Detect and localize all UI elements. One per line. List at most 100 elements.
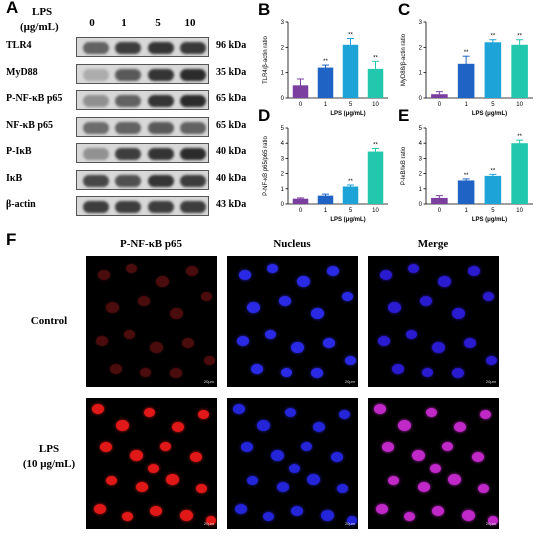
blot-band bbox=[115, 174, 141, 187]
blot-protein-label: P-NF-κB p65 bbox=[6, 93, 63, 104]
bar bbox=[431, 197, 448, 204]
cell-nucleus bbox=[233, 404, 245, 415]
blot-band bbox=[83, 201, 109, 213]
blot-band bbox=[148, 121, 174, 134]
blot-band bbox=[83, 148, 109, 160]
scale-bar-label: 20μm bbox=[344, 379, 355, 384]
blot-band bbox=[180, 201, 206, 213]
x-tick-label: 1 bbox=[324, 208, 328, 214]
cell-nucleus bbox=[291, 506, 303, 517]
cell-nucleus bbox=[130, 450, 143, 462]
cell-nucleus bbox=[347, 516, 357, 525]
cell-nucleus bbox=[313, 422, 325, 433]
cell-nucleus bbox=[337, 484, 348, 494]
cell-nucleus bbox=[257, 420, 270, 432]
cell-nucleus bbox=[235, 504, 247, 515]
blot-band bbox=[148, 201, 174, 213]
significance-label: ** bbox=[464, 173, 469, 179]
cell-nucleus bbox=[418, 482, 430, 493]
y-tick-label: 0 bbox=[281, 96, 285, 102]
cell-nucleus bbox=[182, 338, 194, 349]
cell-nucleus bbox=[110, 364, 122, 375]
y-tick-label: 1 bbox=[419, 187, 423, 193]
x-tick-label: 5 bbox=[491, 208, 495, 214]
col-title-pnfkb: P-NF-κB p65 bbox=[119, 238, 183, 250]
cell-nucleus bbox=[166, 474, 179, 486]
cell-nucleus bbox=[92, 404, 104, 415]
blot-band bbox=[115, 42, 141, 54]
chart-c-myd88: MyD88/β-actin ratio 0 1 2 3 0 ** 1 ** 5 ** 10 LPS (μ… bbox=[401, 20, 533, 117]
cell-nucleus bbox=[285, 408, 296, 418]
blot-kda-label: 43 kDa bbox=[216, 199, 247, 210]
cell-nucleus bbox=[442, 442, 453, 452]
blot-band bbox=[83, 121, 109, 134]
significance-label: ** bbox=[491, 34, 496, 40]
blot-band bbox=[115, 201, 141, 213]
image-lps-merge: 20μm bbox=[368, 398, 499, 529]
cell-nucleus bbox=[486, 356, 497, 366]
panel-label-b: B bbox=[258, 0, 271, 19]
cell-nucleus bbox=[323, 338, 335, 349]
cell-nucleus bbox=[297, 276, 310, 288]
blot-band bbox=[180, 95, 206, 107]
y-tick-label: 3 bbox=[419, 20, 423, 26]
blot-band bbox=[148, 95, 174, 107]
blot-strip bbox=[76, 169, 209, 190]
chart-e-pikb: P-IκB/IκB ratio 0 1 2 3 4 5 0 ** 1 ** 5 ** 10 LPS (μg/… bbox=[401, 126, 533, 223]
cell-nucleus bbox=[342, 292, 353, 302]
significance-label: ** bbox=[373, 143, 378, 149]
cell-nucleus bbox=[331, 452, 343, 463]
y-tick-label: 4 bbox=[281, 141, 285, 147]
blot-band bbox=[83, 174, 109, 187]
cell-nucleus bbox=[124, 330, 135, 340]
bar bbox=[367, 151, 384, 204]
cell-nucleus bbox=[106, 476, 117, 486]
x-tick-label: 5 bbox=[349, 102, 353, 108]
scale-bar-label: 20μm bbox=[344, 521, 355, 526]
blot-strip bbox=[76, 63, 209, 84]
y-tick-label: 1 bbox=[281, 71, 285, 77]
x-tick-label: 5 bbox=[349, 208, 353, 214]
cell-nucleus bbox=[98, 270, 110, 281]
cell-nucleus bbox=[291, 342, 304, 354]
cell-nucleus bbox=[422, 368, 433, 378]
cell-nucleus bbox=[204, 356, 215, 366]
blot-protein-label: MyD88 bbox=[6, 66, 38, 78]
conc-label-1: 1 bbox=[121, 17, 127, 29]
row-label-lps-dose: (10 μg/mL) bbox=[22, 458, 76, 470]
x-tick-label: 1 bbox=[464, 208, 468, 214]
cell-nucleus bbox=[392, 364, 404, 375]
blot-kda-label: 40 kDa bbox=[216, 172, 247, 184]
blot-band bbox=[148, 148, 174, 160]
cell-nucleus bbox=[488, 516, 498, 525]
y-axis-label: MyD88/β-actin ratio bbox=[401, 33, 407, 86]
cell-nucleus bbox=[190, 452, 202, 463]
x-tick-label: 10 bbox=[516, 102, 523, 108]
image-lps-nucleus: 20μm bbox=[227, 398, 358, 529]
conc-label-0: 0 bbox=[89, 17, 95, 29]
y-axis-label: P-NF-κB p65/p65 ratio bbox=[263, 135, 269, 195]
blot-band bbox=[83, 42, 109, 54]
cell-nucleus bbox=[472, 452, 484, 463]
y-tick-label: 2 bbox=[281, 45, 285, 51]
cell-nucleus bbox=[432, 342, 445, 354]
cell-nucleus bbox=[170, 368, 182, 379]
blot-protein-label: TLR4 bbox=[6, 40, 32, 51]
blot-kda-label: 65 kDa bbox=[216, 93, 247, 104]
blot-band bbox=[83, 68, 109, 81]
panel-label-a: A bbox=[6, 0, 19, 17]
y-axis-label: TLR4/β-actin ratio bbox=[263, 35, 269, 83]
blot-strip bbox=[76, 116, 209, 137]
cell-nucleus bbox=[172, 422, 184, 433]
cell-nucleus bbox=[374, 404, 386, 415]
blot-protein-label: IκB bbox=[6, 172, 23, 184]
cell-nucleus bbox=[100, 442, 112, 453]
row-label-lps: LPS bbox=[38, 443, 60, 455]
y-tick-label: 5 bbox=[281, 126, 285, 132]
bar bbox=[342, 186, 359, 204]
cell-nucleus bbox=[462, 510, 475, 522]
conc-label-3: 10 bbox=[184, 17, 196, 29]
bar bbox=[292, 198, 309, 204]
y-tick-label: 5 bbox=[419, 126, 423, 132]
blot-protein-label: NF-κB p65 bbox=[6, 119, 53, 131]
